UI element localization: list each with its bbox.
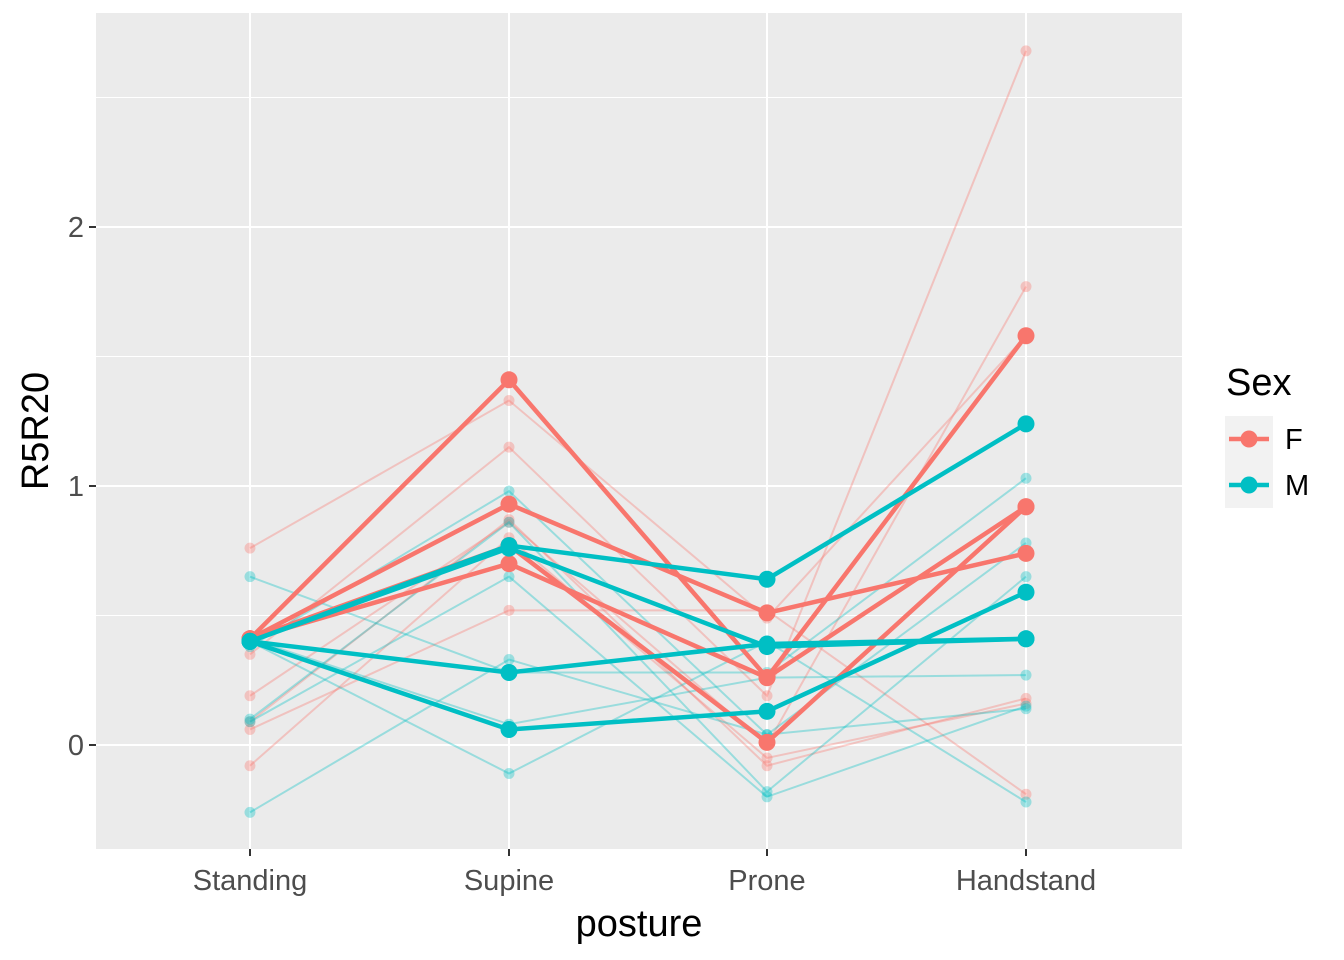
bg-series-point-3-0 — [244, 723, 256, 735]
y-tick-label-2: 2 — [68, 212, 84, 244]
bg-series-point-0-1 — [503, 395, 515, 407]
bg-series-point-8-3 — [1020, 571, 1032, 583]
bg-series-line-0 — [249, 335, 1027, 620]
bg-series-point-5-3 — [1020, 692, 1032, 704]
plot-panel — [96, 13, 1182, 849]
bg-series-line-7 — [249, 489, 1027, 736]
bg-series-point-0-0 — [244, 542, 256, 554]
bg-series-point-11-1 — [503, 571, 515, 583]
hl-series-point-2-2 — [758, 669, 776, 687]
bg-series-point-1-1 — [503, 441, 515, 453]
bg-series-point-10-0 — [244, 806, 256, 818]
bg-series-point-1-3 — [1020, 45, 1032, 57]
y-tick-label-1: 1 — [68, 471, 84, 503]
bg-series-line-9 — [249, 637, 1027, 726]
bg-series-line-4 — [249, 536, 1027, 767]
hl-series-line-1 — [248, 501, 1027, 641]
legend: Sex FM — [1225, 362, 1309, 508]
bg-series-point-9-3 — [1020, 669, 1032, 681]
hl-series-point-3-3 — [1017, 498, 1035, 516]
x-tick-label-2: Prone — [728, 865, 805, 897]
bg-series-line-1 — [249, 50, 1027, 698]
bg-series-point-6-0 — [244, 571, 256, 583]
hl-series-line-0 — [248, 377, 1028, 680]
legend-key-point-M — [1240, 476, 1258, 494]
hl-series-point-3-2 — [758, 733, 776, 751]
legend-label-M: M — [1285, 470, 1309, 502]
grid — [96, 13, 1182, 849]
bg-series-line-6 — [249, 477, 1027, 674]
bg-series-point-7-1 — [503, 485, 515, 497]
hl-series-point-2-1 — [500, 555, 518, 573]
legend-key-point-F — [1240, 430, 1258, 448]
bg-series-point-4-2 — [761, 752, 773, 764]
hl-series-point-7-1 — [500, 720, 518, 738]
legend-label-F: F — [1285, 424, 1303, 456]
bg-series-point-1-0 — [244, 648, 256, 660]
hl-series-point-1-3 — [1017, 544, 1035, 562]
hl-series-line-6 — [249, 545, 1027, 649]
bg-series-point-6-3 — [1020, 472, 1032, 484]
bg-series-point-4-3 — [1020, 698, 1032, 710]
bg-series-point-8-1 — [503, 516, 515, 528]
hl-series-line-2 — [249, 334, 1028, 680]
legend-title: Sex — [1226, 362, 1291, 404]
y-tick-label-0: 0 — [68, 730, 84, 762]
y-axis: 0 1 2 — [68, 212, 96, 762]
highlight-series — [241, 327, 1035, 751]
bg-series-line-12 — [249, 640, 1027, 803]
hl-series-point-4-3 — [1017, 415, 1035, 433]
x-tick-label-0: Standing — [193, 865, 308, 897]
bg-series-point-10-3 — [1020, 703, 1032, 715]
bg-series-point-8-2 — [761, 786, 773, 798]
hl-series-line-7 — [249, 590, 1027, 732]
bg-series-point-5-0 — [244, 716, 256, 728]
bg-series-point-5-2 — [761, 760, 773, 772]
hl-series-point-7-2 — [758, 702, 776, 720]
bg-series-point-11-2 — [761, 791, 773, 803]
bg-series-point-2-0 — [244, 690, 256, 702]
bg-series-point-12-3 — [1020, 796, 1032, 808]
x-axis-title: posture — [576, 903, 703, 945]
bg-series-point-10-1 — [503, 654, 515, 666]
bg-series-point-3-3 — [1020, 788, 1032, 800]
x-axis: Standing Supine Prone Handstand — [193, 849, 1096, 897]
bg-series-line-2 — [249, 286, 1027, 747]
bg-series-line-11 — [249, 575, 1027, 798]
bg-series-point-2-1 — [503, 516, 515, 528]
hl-series-point-0-1 — [500, 371, 518, 389]
hl-series-point-6-1 — [500, 539, 518, 557]
bg-series-point-12-1 — [503, 767, 515, 779]
bg-series-point-3-1 — [503, 604, 515, 616]
hl-series-point-1-2 — [758, 604, 776, 622]
bg-series-line-3 — [249, 609, 1027, 796]
x-tick-label-3: Handstand — [956, 865, 1096, 897]
bg-series-point-2-3 — [1020, 281, 1032, 293]
bg-series-point-4-0 — [244, 760, 256, 772]
hl-series-point-1-1 — [500, 495, 518, 513]
bg-series-point-5-1 — [503, 514, 515, 526]
hl-series-point-4-2 — [758, 570, 776, 588]
hl-series-point-6-3 — [1017, 630, 1035, 648]
background-series — [244, 45, 1032, 818]
hl-series-point-7-3 — [1017, 583, 1035, 601]
bg-series-point-1-2 — [761, 690, 773, 702]
y-axis-title: R5R20 — [15, 372, 57, 490]
hl-series-point-5-1 — [500, 663, 518, 681]
hl-series-point-2-3 — [1017, 327, 1035, 345]
legend-key-background — [1225, 416, 1273, 508]
bg-series-point-11-3 — [1020, 700, 1032, 712]
bg-series-point-11-0 — [244, 716, 256, 728]
hl-series-point-6-2 — [758, 638, 776, 656]
bg-series-point-8-0 — [244, 713, 256, 725]
hl-series-point-7-0 — [241, 632, 259, 650]
bg-series-line-10 — [249, 658, 1027, 814]
x-tick-label-1: Supine — [464, 865, 554, 897]
